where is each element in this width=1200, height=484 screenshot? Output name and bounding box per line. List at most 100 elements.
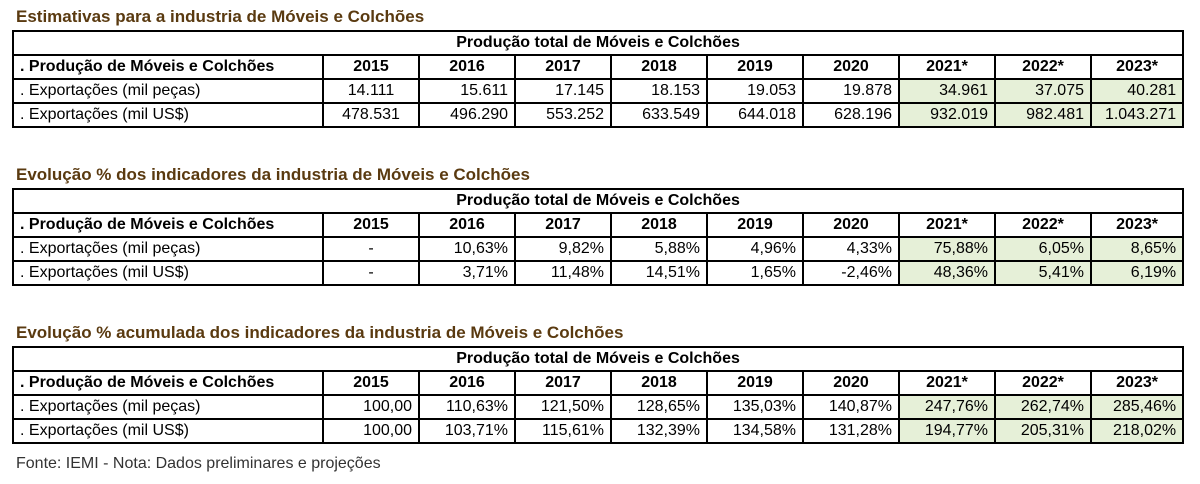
table-cell: 14.111 (322, 78, 420, 104)
table-cell-projection: 247,76% (898, 394, 996, 420)
table-row: . Exportações (mil peças) - 10,63% 9,82%… (12, 236, 1185, 262)
year-header: 2016 (418, 54, 516, 80)
year-header: 2015 (322, 54, 420, 80)
table-banner: Produção total de Móveis e Colchões (11, 188, 1185, 214)
section-title-evolucao: Evolução % dos indicadores da industria … (16, 165, 530, 184)
row-label: . Exportações (mil US$) (12, 102, 324, 128)
row-label: . Exportações (mil peças) (12, 78, 324, 104)
year-header: 2021* (898, 212, 996, 238)
year-header: 2019 (706, 212, 804, 238)
table-banner: Produção total de Móveis e Colchões (11, 346, 1185, 372)
table-cell: 100,00 (322, 418, 420, 444)
table-cell: 1,65% (706, 260, 804, 286)
table-banner-row: Produção total de Móveis e Colchões (11, 30, 1185, 56)
year-header: 2019 (706, 54, 804, 80)
source-note: Fonte: IEMI - Nota: Dados preliminares e… (16, 455, 381, 472)
table-header-row: . Produção de Móveis e Colchões 2015 201… (12, 370, 1185, 396)
table-cell: - (322, 236, 420, 262)
table-cell: 100,00 (322, 394, 420, 420)
table-row: . Exportações (mil peças) 100,00 110,63%… (12, 394, 1185, 420)
table-cell: -2,46% (802, 260, 900, 286)
year-header: 2023* (1089, 54, 1185, 80)
table-cell: 5,88% (610, 236, 708, 262)
table-cell-projection: 932.019 (898, 102, 996, 128)
year-header: 2017 (514, 370, 612, 396)
year-header: 2021* (898, 54, 996, 80)
table-header-row: . Produção de Móveis e Colchões 2015 201… (12, 54, 1185, 80)
table-cell: 140,87% (802, 394, 900, 420)
year-header: 2020 (802, 370, 900, 396)
table-cell: 19.878 (802, 78, 900, 104)
section-title-estimativas: Estimativas para a industria de Móveis e… (16, 7, 425, 26)
year-header: 2016 (418, 212, 516, 238)
table-cell-projection: 48,36% (898, 260, 996, 286)
row-label: . Exportações (mil peças) (12, 394, 324, 420)
year-header: 2021* (898, 370, 996, 396)
year-header: 2015 (322, 370, 420, 396)
table-cell: 128,65% (610, 394, 708, 420)
year-header: 2017 (514, 212, 612, 238)
table-banner: Produção total de Móveis e Colchões (11, 30, 1185, 56)
year-header: 2018 (610, 370, 708, 396)
table-cell: 11,48% (514, 260, 612, 286)
table-cell-projection: 8,65% (1089, 236, 1185, 262)
section-title-acumulada: Evolução % acumulada dos indicadores da … (16, 323, 624, 342)
table-cell: 19.053 (706, 78, 804, 104)
table-estimativas: Produção total de Móveis e Colchões . Pr… (11, 30, 1185, 128)
table-cell: 9,82% (514, 236, 612, 262)
table-cell-projection: 6,19% (1089, 260, 1185, 286)
table-cell-projection: 40.281 (1089, 78, 1185, 104)
table-cell: 4,96% (706, 236, 804, 262)
year-header: 2022* (994, 370, 1092, 396)
table-cell: 131,28% (802, 418, 900, 444)
table-row: . Exportações (mil US$) - 3,71% 11,48% 1… (12, 260, 1185, 286)
table-cell: 17.145 (514, 78, 612, 104)
table-cell: 15.611 (418, 78, 516, 104)
table-banner-row: Produção total de Móveis e Colchões (11, 188, 1185, 214)
table-banner-row: Produção total de Móveis e Colchões (11, 346, 1185, 372)
table-evolucao: Produção total de Móveis e Colchões . Pr… (11, 188, 1185, 286)
table-cell-projection: 75,88% (898, 236, 996, 262)
table-cell: 14,51% (610, 260, 708, 286)
year-header: 2017 (514, 54, 612, 80)
table-cell: 134,58% (706, 418, 804, 444)
year-header: 2020 (802, 212, 900, 238)
header-label: . Produção de Móveis e Colchões (12, 370, 324, 396)
table-cell-projection: 5,41% (994, 260, 1092, 286)
table-cell: 110,63% (418, 394, 516, 420)
table-cell-projection: 1.043.271 (1089, 102, 1185, 128)
table-cell-projection: 205,31% (994, 418, 1092, 444)
table-cell: 633.549 (610, 102, 708, 128)
year-header: 2023* (1089, 370, 1185, 396)
header-label: . Produção de Móveis e Colchões (12, 212, 324, 238)
row-label: . Exportações (mil peças) (12, 236, 324, 262)
table-row: . Exportações (mil peças) 14.111 15.611 … (12, 78, 1185, 104)
year-header: 2020 (802, 54, 900, 80)
table-cell: 135,03% (706, 394, 804, 420)
table-cell: 10,63% (418, 236, 516, 262)
table-cell: 644.018 (706, 102, 804, 128)
year-header: 2018 (610, 212, 708, 238)
table-cell: 478.531 (322, 102, 420, 128)
table-cell-projection: 37.075 (994, 78, 1092, 104)
table-cell: 553.252 (514, 102, 612, 128)
table-cell-projection: 6,05% (994, 236, 1092, 262)
header-label: . Produção de Móveis e Colchões (12, 54, 324, 80)
table-cell-projection: 285,46% (1089, 394, 1185, 420)
table-cell: 121,50% (514, 394, 612, 420)
table-cell: 18.153 (610, 78, 708, 104)
row-label: . Exportações (mil US$) (12, 260, 324, 286)
table-cell-projection: 34.961 (898, 78, 996, 104)
table-cell: 496.290 (418, 102, 516, 128)
year-header: 2022* (994, 212, 1092, 238)
table-header-row: . Produção de Móveis e Colchões 2015 201… (12, 212, 1185, 238)
table-cell-projection: 982.481 (994, 102, 1092, 128)
table-cell-projection: 262,74% (994, 394, 1092, 420)
table-cell: 132,39% (610, 418, 708, 444)
row-label: . Exportações (mil US$) (12, 418, 324, 444)
table-cell-projection: 194,77% (898, 418, 996, 444)
table-cell: - (322, 260, 420, 286)
table-cell-projection: 218,02% (1089, 418, 1185, 444)
table-acumulada: Produção total de Móveis e Colchões . Pr… (11, 346, 1185, 444)
